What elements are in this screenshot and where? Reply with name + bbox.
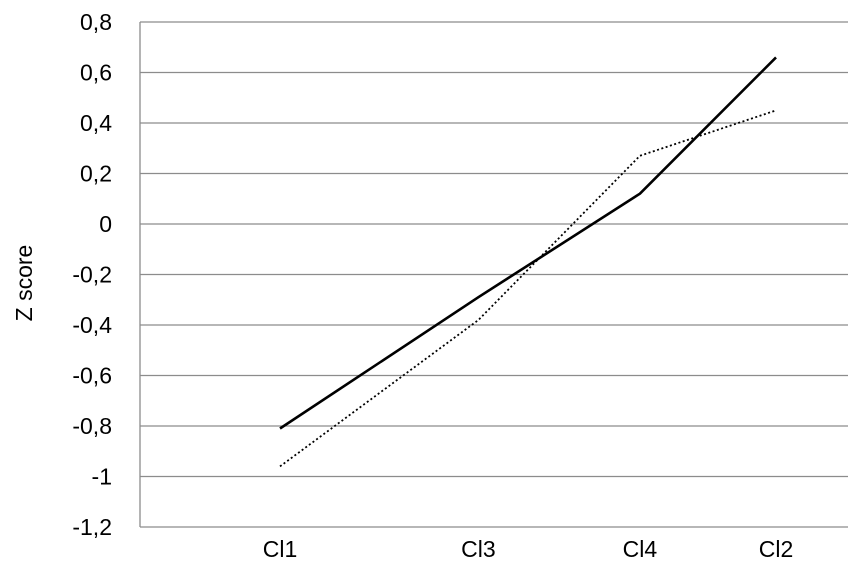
y-tick-label: -0,4 <box>72 312 112 338</box>
y-tick-label: 0,6 <box>80 60 112 86</box>
y-tick-label: 0 <box>99 211 112 237</box>
y-axis-title: Z score <box>11 245 37 322</box>
x-tick-label: Cl2 <box>759 536 794 562</box>
y-tick-label: 0,2 <box>80 161 112 187</box>
y-tick-label: -0,2 <box>72 262 112 288</box>
x-tick-label: Cl4 <box>623 536 658 562</box>
x-tick-label: Cl3 <box>461 536 496 562</box>
gridlines <box>140 21 848 528</box>
series-line-dotted <box>279 109 777 468</box>
x-tick-label: Cl1 <box>263 536 298 562</box>
series-lines <box>279 56 777 468</box>
y-tick-label: -0,6 <box>72 363 112 389</box>
y-tick-label: -1 <box>92 464 112 490</box>
x-tick-labels: Cl1 Cl3 Cl4 Cl2 <box>263 536 794 562</box>
series-line-solid <box>279 56 777 430</box>
y-tick-label: 0,8 <box>80 9 112 35</box>
y-tick-label: -0,8 <box>72 413 112 439</box>
y-tick-labels: -1,2 -1 -0,8 -0,6 -0,4 -0,2 0 0,2 0,4 0,6 0,8 <box>72 9 112 540</box>
y-tick-label: 0,4 <box>80 110 112 136</box>
y-tick-label: -1,2 <box>72 514 112 540</box>
